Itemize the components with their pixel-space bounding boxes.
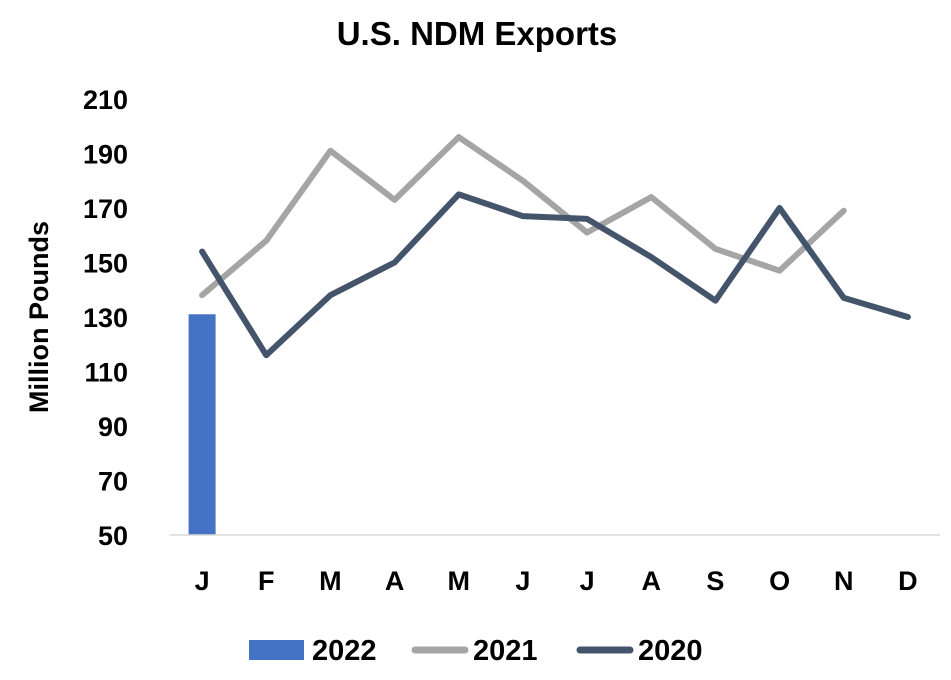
legend: 2022 2021 2020 — [249, 635, 703, 667]
bar-series-2022 — [188, 314, 216, 535]
x-tick-label: F — [258, 566, 275, 596]
y-tick-label: 90 — [98, 412, 128, 442]
bar-2022 — [188, 314, 216, 535]
legend-label-2022: 2022 — [312, 635, 377, 667]
legend-swatch-2022 — [249, 640, 304, 660]
x-tick-label: J — [580, 566, 595, 596]
y-tick-label: 190 — [83, 140, 128, 170]
y-tick-label: 70 — [98, 467, 128, 497]
line-2021 — [199, 134, 847, 299]
x-tick-label: A — [385, 566, 405, 596]
y-tick-label: 150 — [83, 249, 128, 279]
y-tick-labels: 210 190 170 150 130 110 90 70 50 — [83, 85, 128, 551]
y-tick-label: 170 — [83, 194, 128, 224]
chart-title: U.S. NDM Exports — [337, 15, 618, 52]
x-tick-label: A — [642, 566, 662, 596]
y-tick-label: 110 — [84, 358, 128, 388]
legend-label-2021: 2021 — [473, 635, 538, 667]
y-tick-label: 130 — [83, 303, 128, 333]
legend-label-2020: 2020 — [638, 635, 703, 667]
x-tick-label: N — [834, 566, 854, 596]
x-tick-label: M — [319, 566, 342, 596]
x-tick-label: S — [706, 566, 724, 596]
x-tick-label: D — [898, 566, 918, 596]
x-tick-label: J — [515, 566, 530, 596]
x-tick-label: M — [448, 566, 471, 596]
x-tick-label: O — [769, 566, 790, 596]
y-tick-label: 50 — [98, 521, 128, 551]
y-tick-label: 210 — [83, 85, 128, 115]
x-tick-label: J — [195, 566, 210, 596]
line-2020 — [199, 191, 911, 359]
line-series — [199, 134, 911, 359]
y-axis-label: Million Pounds — [24, 221, 54, 413]
